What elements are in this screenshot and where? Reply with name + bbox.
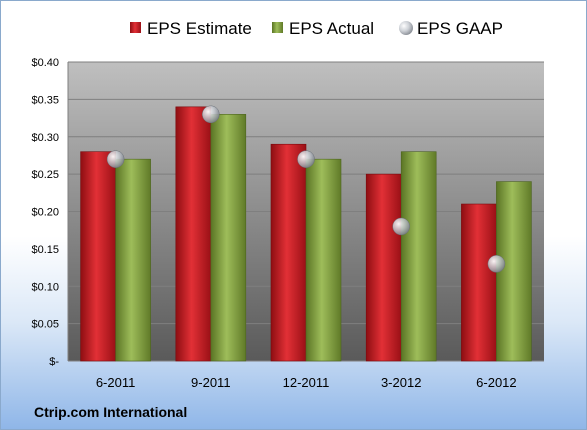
legend-label-eps-actual: EPS Actual <box>289 19 374 38</box>
legend-swatch-eps-actual <box>272 22 283 33</box>
eps-gaap-marker <box>297 150 315 168</box>
eps-actual-bar <box>400 151 437 362</box>
eps-gaap-marker <box>392 217 410 236</box>
y-tick-label: $0.40 <box>31 57 59 69</box>
y-tick-label: $0.10 <box>31 281 59 293</box>
eps-actual-bar <box>305 158 342 362</box>
company-name: Ctrip.com International <box>34 404 187 420</box>
y-tick-label: $0.15 <box>31 244 59 256</box>
y-tick-label: $0.30 <box>31 132 59 144</box>
legend-swatch-eps-gaap <box>399 21 413 35</box>
legend-label-eps-gaap: EPS GAAP <box>417 19 503 38</box>
y-tick-label: $0.20 <box>31 207 59 219</box>
y-tick-label: $0.35 <box>31 94 59 106</box>
bars <box>80 106 532 362</box>
x-tick-label: 9-2011 <box>191 375 231 390</box>
eps-estimate-bar <box>461 203 497 362</box>
x-tick-label: 6-2011 <box>96 375 136 390</box>
x-tick-label: 12-2011 <box>283 375 330 390</box>
eps-actual-bar <box>210 114 247 362</box>
eps-estimate-bar <box>365 173 402 362</box>
eps-actual-bar <box>496 181 532 362</box>
y-tick-label: $- <box>49 356 59 368</box>
legend-swatch-eps-estimate <box>130 22 141 33</box>
y-axis-ticks: $- $0.05 $0.10 $0.15 $0.20 $0.25 $0.30 $0.35 $0.… <box>31 57 59 368</box>
y-tick-label: $0.05 <box>31 319 59 331</box>
eps-estimate-bar <box>270 143 307 362</box>
x-axis-ticks: 6-2011 9-2011 12-2011 3-2012 6-2012 <box>96 375 517 390</box>
eps-gaap-marker <box>106 150 125 168</box>
eps-gaap-marker <box>487 255 506 273</box>
legend-label-eps-estimate: EPS Estimate <box>147 19 252 38</box>
eps-actual-bar <box>115 158 151 362</box>
x-tick-label: 3-2012 <box>381 375 421 390</box>
y-tick-label: $0.25 <box>31 169 59 181</box>
eps-estimate-bar <box>80 151 116 362</box>
eps-gaap-marker <box>202 105 220 124</box>
eps-estimate-bar <box>175 106 212 362</box>
x-tick-label: 6-2012 <box>476 375 516 390</box>
gaap-markers <box>106 105 506 273</box>
legend: EPS Estimate EPS Actual EPS GAAP <box>130 19 503 38</box>
